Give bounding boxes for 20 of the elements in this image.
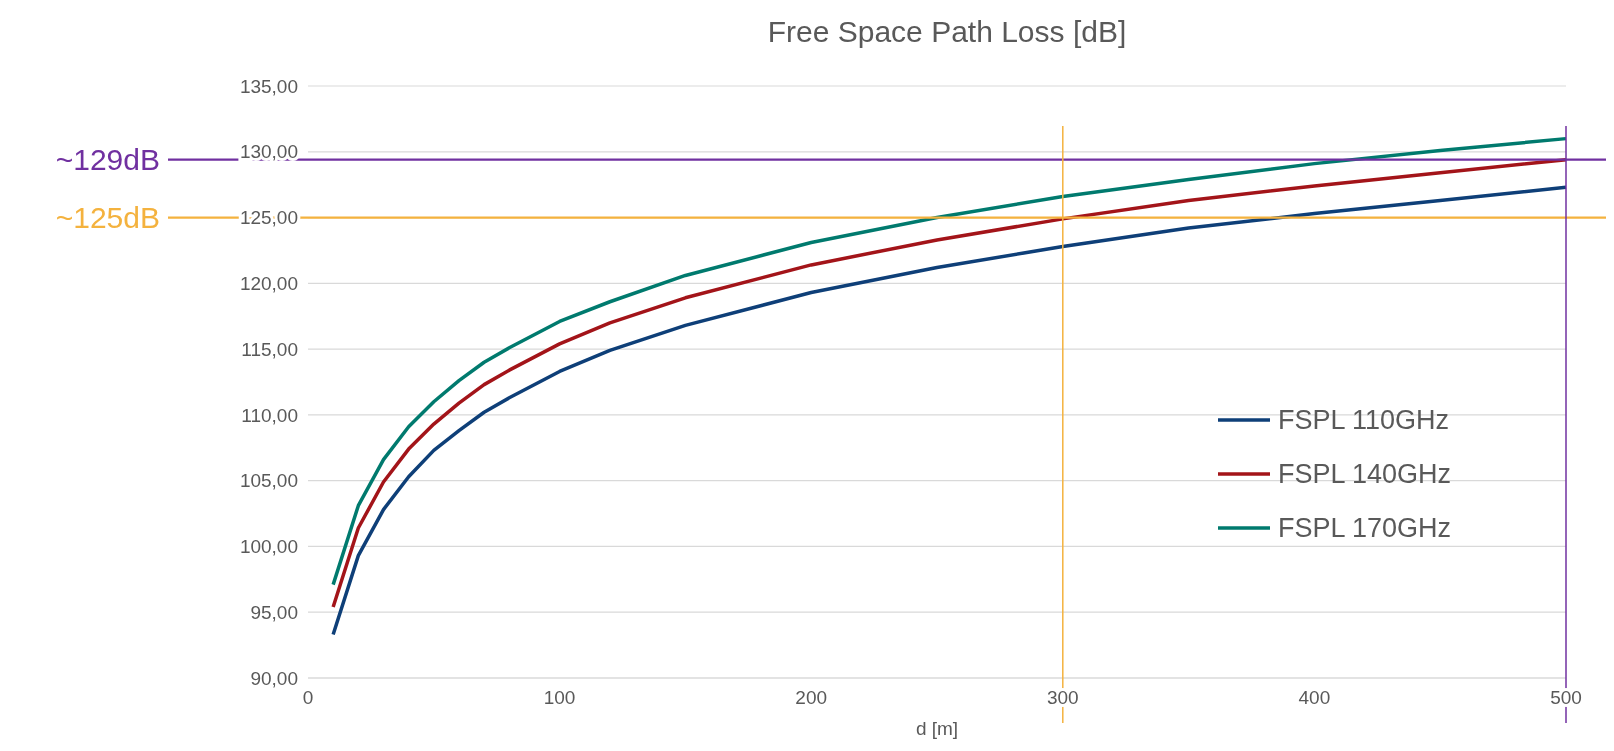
legend-label: FSPL 110GHz (1278, 405, 1450, 436)
x-tick-label: 100 (543, 687, 576, 708)
ref-line-label: ~125dB (55, 201, 160, 235)
y-tick-label: 105,00 (239, 470, 298, 492)
x-tick-label: 0 (302, 687, 314, 708)
legend-label: FSPL 140GHz (1278, 459, 1452, 490)
x-tick-label: 400 (1298, 687, 1331, 708)
x-tick-label: 200 (795, 687, 828, 708)
y-tick-label: 120,00 (239, 272, 298, 294)
y-tick-label: 110,00 (241, 404, 298, 426)
y-tick-label: 130,00 (239, 141, 298, 163)
ref-line-label: ~129dB (55, 143, 160, 177)
y-tick-label: 95,00 (250, 601, 298, 623)
x-axis-title: d [m] (915, 718, 959, 739)
y-tick-label: 100,00 (239, 536, 298, 558)
legend-label: FSPL 170GHz (1278, 513, 1452, 544)
y-tick-label: 135,00 (239, 75, 298, 97)
chart-title: Free Space Path Loss [dB] (767, 15, 1127, 48)
y-tick-label: 115,00 (241, 338, 298, 360)
y-tick-label: 90,00 (250, 667, 298, 689)
